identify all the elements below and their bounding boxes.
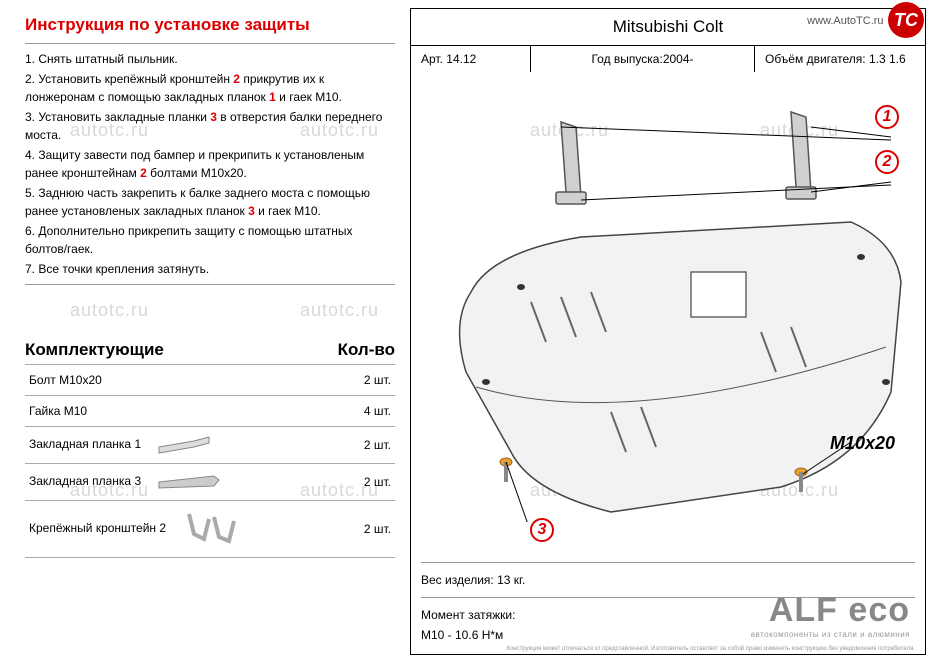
- plank-icon: [154, 435, 214, 455]
- callout-3: 3: [530, 518, 554, 542]
- parts-title: Комплектующие: [25, 340, 164, 360]
- instruction-list: 1. Снять штатный пыльник. 2. Установить к…: [25, 50, 395, 278]
- instruction-title: Инструкция по установке защиты: [25, 15, 395, 35]
- alfeco-logo: ALF eco автокомпоненты из стали и алюмин…: [751, 591, 910, 639]
- tc-url: www.AutoTC.ru: [807, 15, 883, 27]
- instruction-step: 4. Защиту завести под бампер и прекрипит…: [25, 146, 395, 182]
- left-panel: Инструкция по установке защиты 1. Снять …: [0, 0, 410, 663]
- info-row: Арт. 14.12 Год выпуска:2004- Объём двига…: [411, 46, 925, 72]
- qty-title: Кол-во: [338, 340, 395, 360]
- instruction-step: 2. Установить крепёжный кронштейн 2 прик…: [25, 70, 395, 106]
- right-panel: Mitsubishi Colt Арт. 14.12 Год выпуска:2…: [410, 8, 926, 655]
- callout-2: 2: [875, 150, 899, 174]
- table-row: Закладная планка 1 2 шт.: [25, 427, 395, 464]
- instruction-step: 3. Установить закладные планки 3 в отвер…: [25, 108, 395, 144]
- table-row: Гайка М104 шт.: [25, 396, 395, 427]
- plank-icon: [154, 472, 224, 492]
- fine-print: Конструкция может отличаться от представ…: [506, 646, 915, 652]
- fastener-label: M10x20: [830, 433, 895, 454]
- instruction-step: 7. Все точки крепления затянуть.: [25, 260, 395, 278]
- parts-table: Болт М10х202 шт. Гайка М104 шт. Закладна…: [25, 364, 395, 558]
- instruction-step: 1. Снять штатный пыльник.: [25, 50, 395, 68]
- skid-plate-diagram: [431, 92, 911, 522]
- table-row: Болт М10х202 шт.: [25, 365, 395, 396]
- tc-logo: www.AutoTC.ru TC: [811, 2, 924, 38]
- bracket-icon: [179, 509, 249, 549]
- callout-1: 1: [875, 105, 899, 129]
- table-row: Крепёжный кронштейн 2 2 шт.: [25, 501, 395, 558]
- table-row: Закладная планка 3 2 шт.: [25, 464, 395, 501]
- diagram-area: [411, 72, 925, 542]
- tc-circle-icon: TC: [888, 2, 924, 38]
- instruction-step: 6. Дополнительно прикрепить защиту с пом…: [25, 222, 395, 258]
- instruction-step: 5. Заднюю часть закрепить к балке заднег…: [25, 184, 395, 220]
